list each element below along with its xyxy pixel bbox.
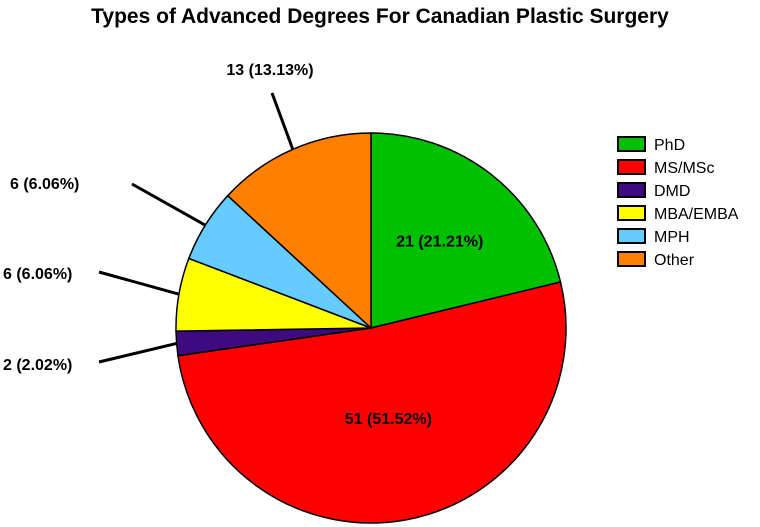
slice-label-ms-msc: 51 (51.52%) xyxy=(345,411,432,428)
slice-label-other: 13 (13.13%) xyxy=(226,62,313,79)
legend-swatch-ms-msc xyxy=(617,159,646,175)
legend-swatch-dmd xyxy=(617,182,646,198)
legend-label-mph: MPH xyxy=(654,229,690,246)
leader-line-other xyxy=(270,92,295,150)
slice-label-mph: 6 (6.06%) xyxy=(10,176,79,193)
legend-label-mba-emba: MBA/EMBA xyxy=(654,206,739,223)
chart-title: Types of Advanced Degrees For Canadian P… xyxy=(91,5,669,28)
legend-label-dmd: DMD xyxy=(654,183,690,200)
slice-label-dmd: 2 (2.02%) xyxy=(3,357,72,374)
slice-label-phd: 21 (21.21%) xyxy=(396,234,483,251)
slice-label-mba-emba: 6 (6.06%) xyxy=(3,266,72,283)
legend-swatch-mph xyxy=(617,228,646,244)
leader-line-mba-emba xyxy=(98,270,180,296)
legend-swatch-other xyxy=(617,251,646,267)
legend-swatch-phd xyxy=(617,136,646,152)
legend-swatch-mba-emba xyxy=(617,205,646,221)
leader-line-dmd xyxy=(98,341,177,364)
leader-line-mph xyxy=(131,182,207,227)
pie-slice-other xyxy=(226,132,372,330)
pie-slice-phd xyxy=(370,132,562,329)
legend-label-ms-msc: MS/MSc xyxy=(654,160,714,177)
legend-label-other: Other xyxy=(654,252,695,269)
legend-label-phd: PhD xyxy=(654,137,685,154)
